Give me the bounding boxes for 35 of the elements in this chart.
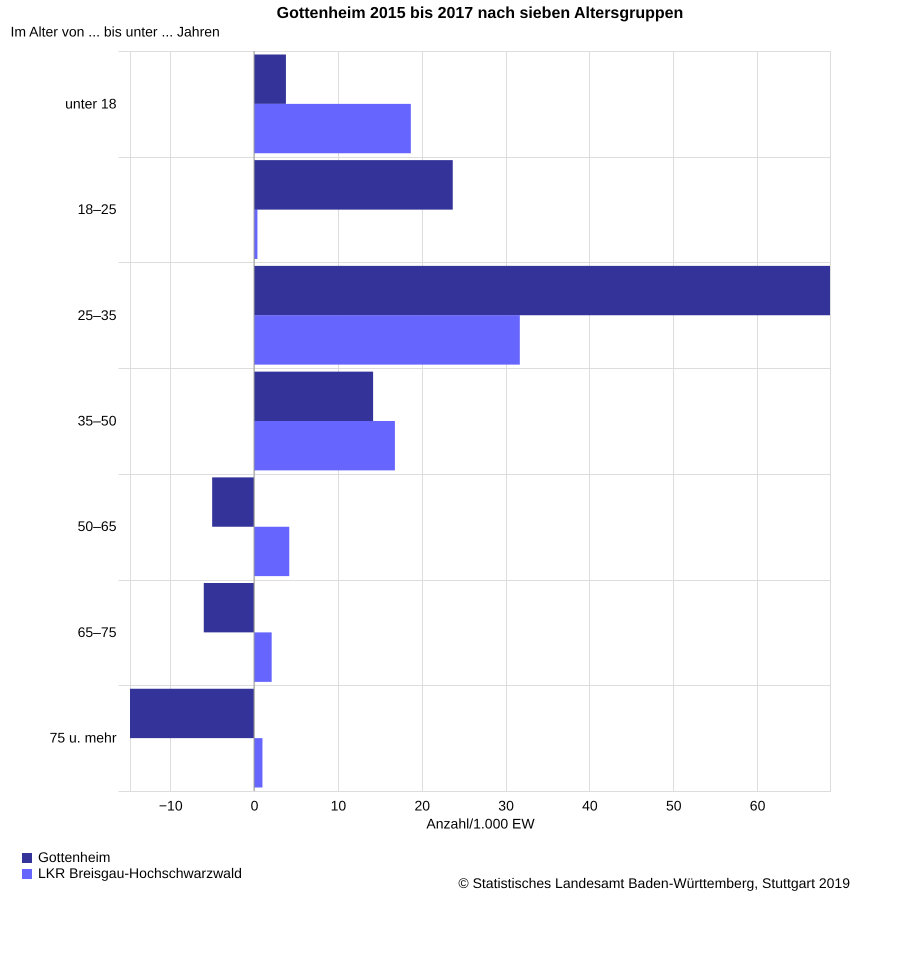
bar <box>204 583 254 632</box>
bar <box>254 632 272 682</box>
bar <box>254 738 262 788</box>
bar <box>254 210 258 259</box>
y-tick-label: unter 18 <box>65 95 117 112</box>
x-tick-label: 30 <box>498 798 514 814</box>
x-tick-label: 10 <box>330 798 346 814</box>
y-tick-label: 18–25 <box>78 201 117 218</box>
bar <box>254 266 830 316</box>
bar <box>254 104 411 154</box>
y-tick-label: 75 u. mehr <box>50 730 117 746</box>
y-tick-label: 25–35 <box>78 306 117 323</box>
x-tick-label: 40 <box>582 798 598 814</box>
chart-title: Gottenheim 2015 bis 2017 nach sieben Altersgruppen <box>276 5 684 22</box>
text: © Statistisches Landesamt Baden-Württemberg, Stuttgart 2019 <box>458 875 850 891</box>
x-axis-title: Anzahl/1.000 EW <box>426 816 536 832</box>
legend-label: Gottenheim <box>38 849 110 865</box>
x-tick-label: 0 <box>250 798 259 814</box>
y-axis-title: Im Alter von ... bis unter ... Jahren <box>10 24 220 40</box>
legend-label: LKR Breisgau-Hochschwarzwald <box>38 865 242 881</box>
x-tick-label: 60 <box>750 798 766 814</box>
bar <box>254 160 453 210</box>
bar <box>130 688 254 738</box>
bar <box>254 526 290 576</box>
bar <box>254 421 395 470</box>
x-tick-label: −10 <box>158 798 183 814</box>
bar <box>254 54 286 104</box>
x-tick-label: 20 <box>414 798 430 814</box>
bar <box>212 477 254 527</box>
y-tick-label: 50–65 <box>78 518 117 534</box>
bar <box>254 315 520 365</box>
bar <box>254 372 374 421</box>
y-tick-label: 35–50 <box>78 412 117 428</box>
y-tick-label: 65–75 <box>78 624 117 640</box>
x-tick-label: 50 <box>666 798 682 814</box>
